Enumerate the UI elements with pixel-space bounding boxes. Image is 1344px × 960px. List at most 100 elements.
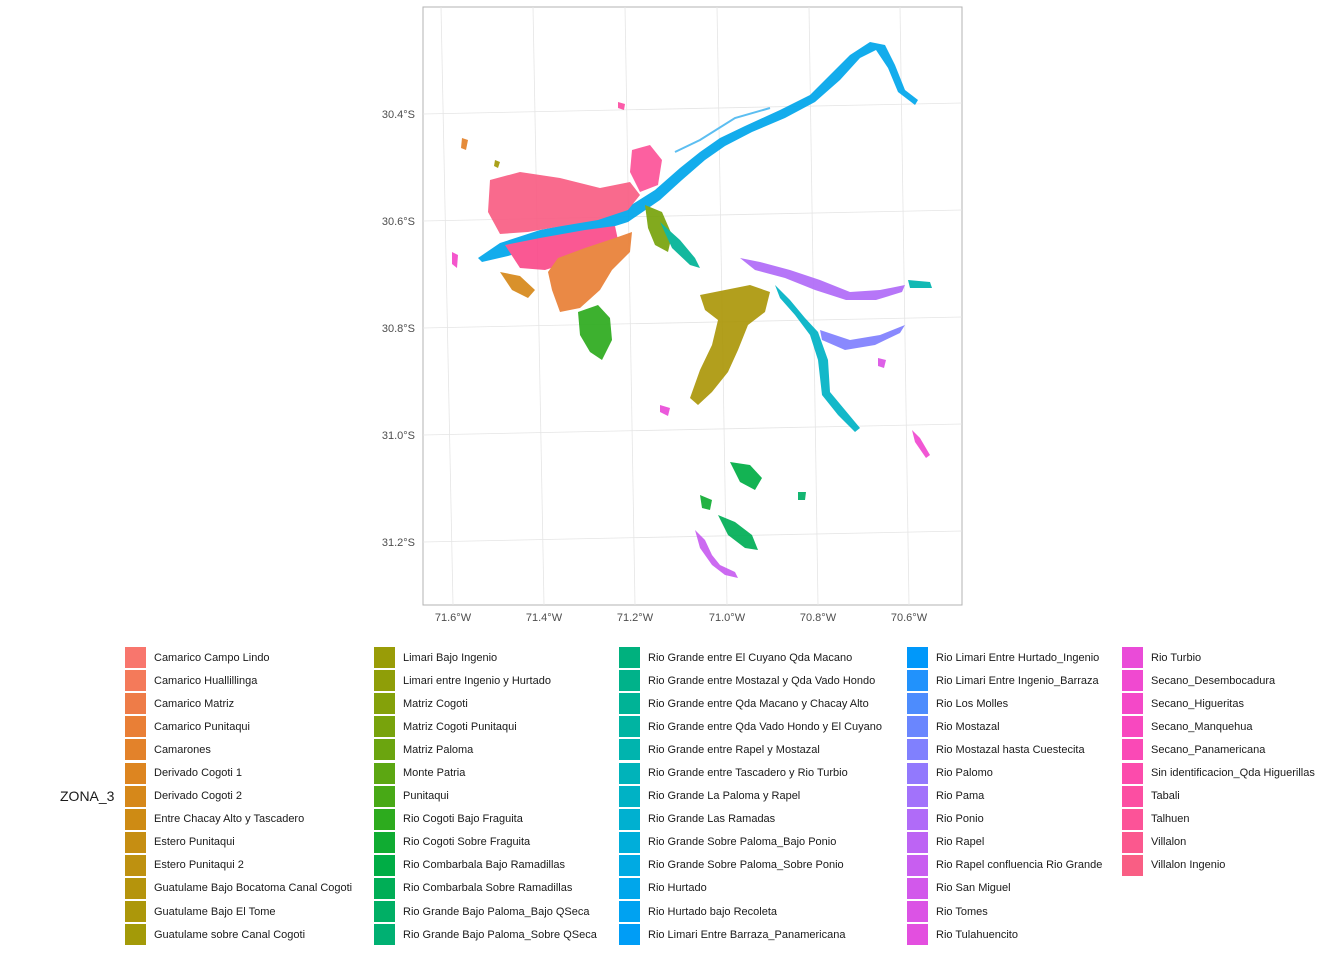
legend-swatch bbox=[1122, 670, 1143, 692]
legend-item: Derivado Cogoti 2 bbox=[125, 785, 352, 808]
zone-yellow-1 bbox=[494, 160, 500, 168]
y-tick-label: 30.4°S bbox=[382, 109, 415, 121]
legend-swatch bbox=[1122, 739, 1143, 761]
legend-column: Limari Bajo Ingenio Limari entre Ingenio … bbox=[374, 646, 597, 946]
legend-swatch bbox=[619, 693, 640, 715]
zone-pink-small bbox=[618, 102, 625, 110]
zone-orange-small bbox=[461, 138, 468, 150]
legend-label: Matriz Cogoti Punitaqui bbox=[403, 720, 517, 733]
legend-item: Rio Hurtado bbox=[619, 877, 882, 900]
legend-label: Derivado Cogoti 1 bbox=[154, 767, 243, 780]
legend-item: Rio Hurtado bajo Recoleta bbox=[619, 900, 882, 923]
legend-item: Sin identificacion_Qda Higuerillas bbox=[1122, 761, 1315, 784]
y-tick-label: 31.2°S bbox=[382, 537, 415, 549]
legend-swatch bbox=[907, 831, 928, 853]
zone-magenta-2 bbox=[912, 430, 930, 458]
panel-border bbox=[422, 6, 963, 606]
legend-label: Limari entre Ingenio y Hurtado bbox=[403, 674, 551, 687]
y-tick-label: 30.8°S bbox=[382, 323, 415, 335]
legend-label: Limari Bajo Ingenio bbox=[403, 651, 498, 664]
legend-item: Matriz Cogoti bbox=[374, 692, 597, 715]
legend-label: Rio Grande entre Qda Macano y Chacay Alt… bbox=[648, 697, 869, 710]
legend-label: Rio Tulahuencito bbox=[936, 928, 1018, 941]
zone-olive-guatulame bbox=[690, 285, 770, 405]
zone-tan-small bbox=[500, 272, 535, 298]
legend-swatch bbox=[619, 716, 640, 738]
legend-label: Rio Grande entre Mostazal y Qda Vado Hon… bbox=[648, 674, 876, 687]
legend-label: Rio Hurtado bajo Recoleta bbox=[648, 905, 778, 918]
x-axis-labels: 71.6°W 71.4°W 71.2°W 71.0°W 70.8°W 70.6°… bbox=[435, 612, 928, 624]
legend-label: Camarico Punitaqui bbox=[154, 720, 250, 733]
legend-swatch bbox=[1122, 808, 1143, 830]
legend-swatch bbox=[619, 739, 640, 761]
legend-swatch bbox=[1122, 647, 1143, 669]
legend-swatch bbox=[1122, 831, 1143, 853]
legend-label: Rio Grande entre Rapel y Mostazal bbox=[648, 743, 820, 756]
legend-item: Camarico Punitaqui bbox=[125, 715, 352, 738]
legend-item: Tabali bbox=[1122, 785, 1315, 808]
legend-label: Rio Grande Sobre Paloma_Sobre Ponio bbox=[648, 859, 844, 872]
x-tick-label: 70.8°W bbox=[800, 612, 837, 624]
zone-purple-pama bbox=[820, 325, 905, 350]
legend-item: Rio Combarbala Sobre Ramadillas bbox=[374, 877, 597, 900]
legend-swatch bbox=[374, 693, 395, 715]
legend-label: Guatulame Bajo El Tome bbox=[154, 905, 276, 918]
legend-swatch bbox=[125, 762, 146, 784]
legend-item: Rio Los Molles bbox=[907, 692, 1102, 715]
legend-label: Punitaqui bbox=[403, 790, 449, 803]
legend-item: Rio Limari Entre Hurtado_Ingenio bbox=[907, 646, 1102, 669]
zone-green-east bbox=[798, 492, 806, 500]
legend-label: Rio Grande Sobre Paloma_Bajo Ponio bbox=[648, 836, 837, 849]
map-panel: 30.4°S 30.6°S 30.8°S 31.0°S 31.2°S 71.6°… bbox=[382, 6, 963, 624]
legend-label: Rio Cogoti Sobre Fraguita bbox=[403, 836, 531, 849]
legend-item: Entre Chacay Alto y Tascadero bbox=[125, 808, 352, 831]
legend-label: Rio Los Molles bbox=[936, 697, 1009, 710]
legend-label: Rio Grande entre Tascadero y Rio Turbio bbox=[648, 767, 848, 780]
legend-swatch bbox=[907, 854, 928, 876]
legend-column: Rio Grande entre El Cuyano Qda Macano Rio… bbox=[619, 646, 882, 946]
zones-layer bbox=[452, 42, 932, 578]
legend-swatch bbox=[125, 693, 146, 715]
legend-item: Rio Grande entre Tascadero y Rio Turbio bbox=[619, 761, 882, 784]
zone-green-combarbala bbox=[730, 462, 762, 490]
legend-item: Rio Rapel confluencia Rio Grande bbox=[907, 854, 1102, 877]
legend-item: Matriz Paloma bbox=[374, 738, 597, 761]
legend-item: Rio Grande Bajo Paloma_Bajo QSeca bbox=[374, 900, 597, 923]
legend-column: Camarico Campo Lindo Camarico Huallilling… bbox=[125, 646, 352, 946]
legend-label: Guatulame Bajo Bocatoma Canal Cogoti bbox=[154, 882, 353, 895]
legend-swatch bbox=[125, 739, 146, 761]
legend-swatch bbox=[619, 808, 640, 830]
legend-label: Rio Combarbala Bajo Ramadillas bbox=[403, 859, 566, 872]
legend-label: Secano_Desembocadura bbox=[1151, 674, 1276, 687]
legend-item: Rio Cogoti Sobre Fraguita bbox=[374, 831, 597, 854]
legend-item: Rio Grande Las Ramadas bbox=[619, 808, 882, 831]
legend-swatch bbox=[619, 924, 640, 946]
legend-item: Rio Grande entre Qda Macano y Chacay Alt… bbox=[619, 692, 882, 715]
legend-swatch bbox=[125, 854, 146, 876]
legend-item: Camarico Matriz bbox=[125, 692, 352, 715]
legend-label: Monte Patria bbox=[403, 767, 466, 780]
x-tick-label: 71.0°W bbox=[709, 612, 746, 624]
legend-item: Rio Grande entre Rapel y Mostazal bbox=[619, 738, 882, 761]
legend-label: Rio Rapel bbox=[936, 836, 985, 849]
legend-swatch bbox=[374, 854, 395, 876]
legend-label: Rio Grande La Paloma y Rapel bbox=[648, 790, 801, 803]
legend-label: Camarico Campo Lindo bbox=[154, 651, 270, 664]
zone-magenta-1 bbox=[660, 405, 670, 416]
legend-label: Rio San Miguel bbox=[936, 882, 1011, 895]
legend-item: Rio Tomes bbox=[907, 900, 1102, 923]
legend-swatch bbox=[125, 647, 146, 669]
legend-swatch bbox=[125, 785, 146, 807]
legend-item: Rio Grande Sobre Paloma_Bajo Ponio bbox=[619, 831, 882, 854]
legend-label: Matriz Cogoti bbox=[403, 697, 468, 710]
legend-swatch bbox=[619, 670, 640, 692]
legend-item: Rio Tulahuencito bbox=[907, 923, 1102, 946]
legend-label: Derivado Cogoti 2 bbox=[154, 790, 243, 803]
legend-swatch bbox=[907, 670, 928, 692]
legend-column: Rio Limari Entre Hurtado_Ingenio Rio Lima… bbox=[907, 646, 1102, 946]
legend-item: Rio Turbio bbox=[1122, 646, 1315, 669]
legend-label: Talhuen bbox=[1151, 813, 1190, 826]
legend-label: Villalon bbox=[1151, 836, 1187, 849]
legend-swatch bbox=[125, 716, 146, 738]
legend-swatch bbox=[907, 716, 928, 738]
